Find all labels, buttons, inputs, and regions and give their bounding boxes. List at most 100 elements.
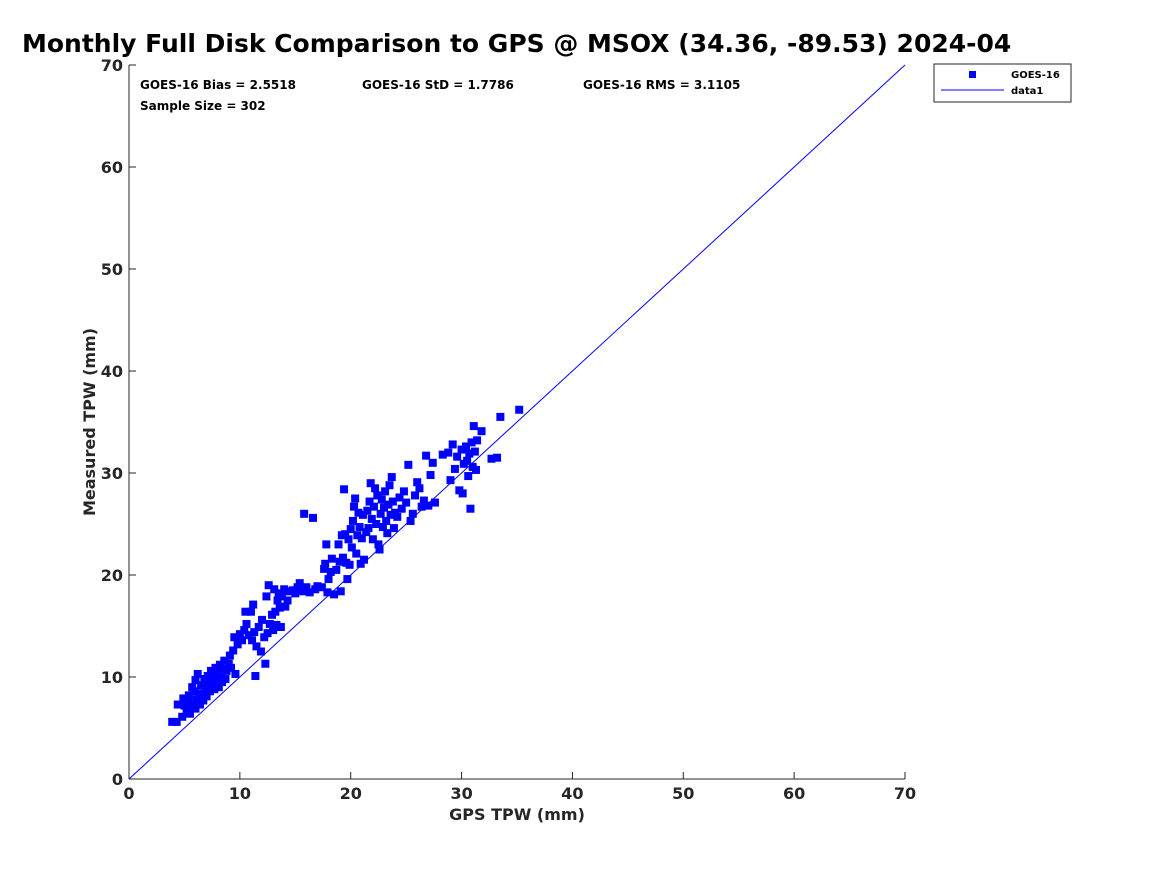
scatter-point (376, 509, 385, 518)
scatter-point (357, 534, 366, 543)
y-tick-label: 50 (101, 260, 123, 279)
bias-annotation: GOES-16 Bias = 2.5518 (140, 78, 296, 92)
scatter-point (408, 509, 417, 518)
scatter-point (340, 485, 349, 494)
scatter-point (265, 619, 274, 628)
scatter-point (320, 564, 329, 573)
scatter-point (217, 673, 226, 681)
scatter-point (248, 636, 257, 645)
scatter-point (323, 588, 332, 597)
scatter-point (426, 471, 435, 480)
legend: GOES-16 data1 (933, 63, 1072, 103)
scatter-point (317, 583, 326, 592)
scatter-point (193, 669, 202, 678)
scatter-point (263, 629, 272, 638)
scatter-point (191, 676, 200, 685)
scatter-point (345, 560, 354, 569)
scatter-point (493, 453, 502, 462)
scatter-point (453, 452, 462, 461)
scatter-point (185, 709, 194, 718)
scatter-point (187, 703, 196, 712)
y-tick-label: 30 (101, 464, 123, 483)
scatter-point (275, 603, 284, 612)
scatter-point (242, 619, 251, 628)
scatter-point (332, 565, 341, 574)
x-tick-label: 0 (123, 784, 134, 803)
scatter-point (293, 583, 302, 592)
scatter-point (470, 447, 479, 456)
scatter-point (302, 583, 311, 592)
scatter-point (477, 427, 486, 436)
scatter-point (373, 491, 382, 500)
scatter-point (262, 592, 271, 601)
scatter-point (230, 633, 239, 642)
scatter-point (381, 487, 390, 496)
scatter-point (215, 660, 224, 669)
scatter-point (389, 524, 398, 533)
scatter-point (238, 636, 247, 645)
scatter-point (276, 623, 285, 632)
scatter-point (402, 498, 411, 507)
x-tick-label: 40 (561, 784, 583, 803)
scatter-point (354, 508, 363, 517)
scatter-point (205, 687, 214, 696)
legend-marker-goes16 (969, 71, 976, 78)
scatter-point (321, 559, 330, 568)
scatter-point (252, 642, 261, 651)
scatter-point (364, 524, 373, 533)
x-tick-label: 30 (450, 784, 472, 803)
scatter-point (233, 640, 242, 649)
scatter-point (226, 663, 235, 672)
scatter-point (387, 473, 396, 482)
y-tick-label: 40 (101, 362, 123, 381)
scatter-point (496, 412, 505, 421)
scatter-point (172, 717, 181, 726)
scatter-point (173, 700, 182, 709)
scatter-point (258, 615, 267, 624)
scatter-point (246, 607, 255, 616)
y-tick-label: 0 (112, 770, 123, 789)
scatter-point (464, 472, 473, 481)
scatter-point (424, 501, 433, 510)
std-annotation: GOES-16 StD = 1.7786 (362, 78, 514, 92)
y-axis-label: Measured TPW (mm) (80, 328, 99, 516)
x-tick-label: 60 (783, 784, 805, 803)
scatter-point (180, 701, 189, 710)
scatter-point (295, 579, 304, 588)
scatter-point (351, 494, 360, 503)
scatter-point (399, 487, 408, 496)
scatter-point (225, 651, 234, 660)
scatter-point (344, 535, 353, 544)
scatter-point (360, 555, 369, 564)
sample-size-annotation: Sample Size = 302 (140, 99, 266, 113)
y-tick-label: 20 (101, 566, 123, 585)
scatter-point (369, 502, 378, 511)
x-tick-label: 10 (229, 784, 251, 803)
scatter-point (395, 493, 404, 502)
scatter-point (358, 510, 367, 519)
scatter-point (462, 442, 471, 451)
scatter-point (473, 436, 482, 445)
scatter-point (251, 671, 260, 680)
scatter-point (202, 692, 211, 701)
scatter-point (397, 504, 406, 513)
scatter-point (322, 540, 331, 549)
scatter-point (324, 575, 333, 584)
scatter-point (244, 631, 253, 640)
scatter-point (212, 677, 221, 686)
scatter-point (214, 683, 223, 692)
scatter-point (222, 666, 231, 675)
scatter-point (384, 500, 393, 509)
scatter-point (313, 582, 322, 591)
plot-area: 0 10 20 30 40 50 60 70 0 10 20 30 40 50 60 70 (101, 56, 916, 803)
scatter-point (197, 681, 206, 690)
scatter-point (341, 530, 350, 539)
series-layer (128, 64, 906, 780)
scatter-point (438, 450, 447, 459)
scatter-point (366, 479, 375, 488)
scatter-point (250, 628, 259, 637)
scatter-point (335, 557, 344, 566)
scatter-point (183, 697, 192, 706)
scatter-point (235, 630, 244, 639)
scatter-point (467, 438, 476, 447)
